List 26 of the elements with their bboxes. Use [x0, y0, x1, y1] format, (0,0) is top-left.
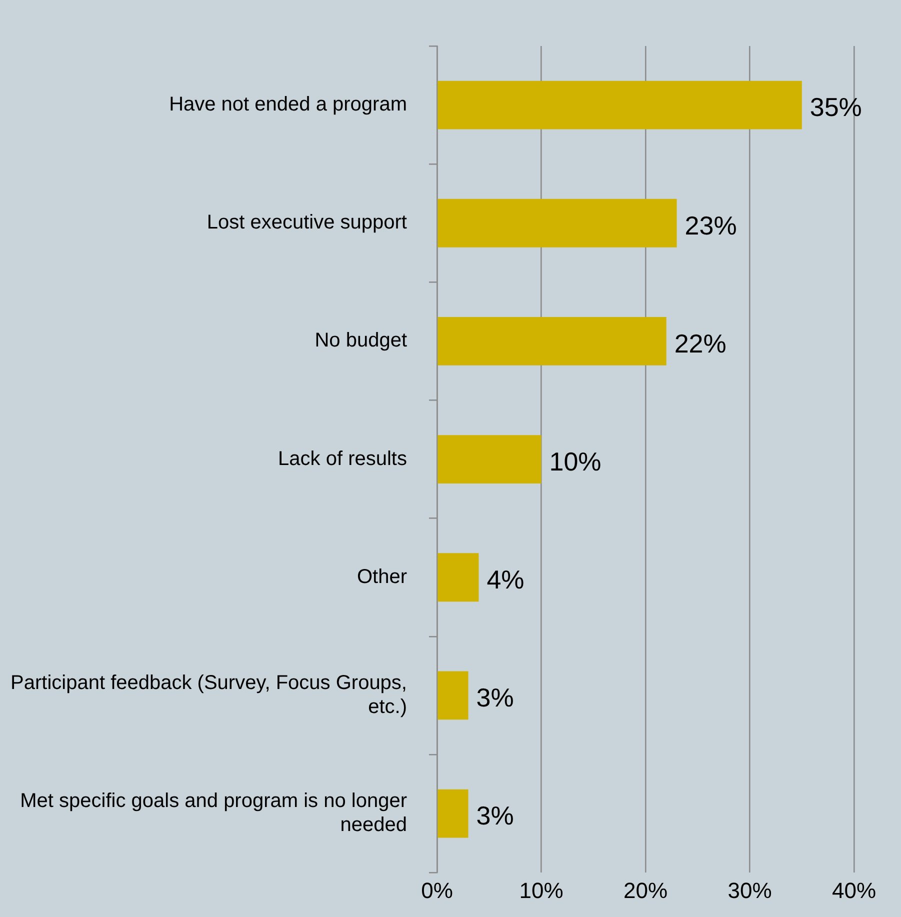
- y-tick-label: Lack of results: [278, 448, 407, 470]
- data-label: 22%: [674, 328, 726, 358]
- y-tick-label: Participant feedback (Survey, Focus Groups, etc.): [10, 672, 407, 718]
- x-tick-label: 10%: [519, 878, 564, 903]
- x-tick-label: 40%: [832, 878, 876, 903]
- data-label: 23%: [684, 210, 737, 240]
- data-label: 4%: [486, 564, 524, 595]
- data-label: 3%: [476, 800, 514, 831]
- x-tick-label: 20%: [623, 878, 668, 903]
- y-tick-label: No budget: [314, 330, 408, 352]
- data-label: 3%: [476, 682, 514, 713]
- data-label: 35%: [810, 92, 862, 122]
- bar: [438, 671, 468, 720]
- y-tick-label: Have not ended a program: [169, 94, 407, 116]
- bar: [438, 435, 542, 484]
- y-tick-label: Other: [356, 566, 408, 588]
- x-tick-label: 0%: [421, 878, 453, 903]
- x-tick-label: 30%: [728, 878, 772, 903]
- bar: [438, 80, 802, 130]
- bar: [438, 198, 677, 248]
- bar: [438, 789, 468, 838]
- bar: [438, 317, 666, 366]
- bar: [438, 553, 479, 602]
- data-label: 10%: [549, 446, 602, 476]
- y-tick-label: Lost executive support: [206, 212, 408, 234]
- y-tick-label: Met specific goals and program is no longer needed: [20, 790, 408, 836]
